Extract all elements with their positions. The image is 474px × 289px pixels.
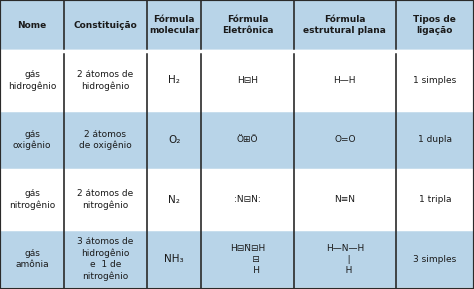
Bar (147, 110, 201, 170)
Bar (201, 110, 294, 170)
Text: gás
hidrogênio: gás hidrogênio (8, 70, 56, 91)
Text: 1 tripla: 1 tripla (419, 195, 451, 204)
Bar (294, 51, 396, 110)
Text: :N⊟N:: :N⊟N: (234, 195, 261, 204)
Bar (147, 170, 201, 229)
Text: H⊟N̈⊟H
      ⊟
      H: H⊟N̈⊟H ⊟ H (230, 244, 265, 275)
Bar (64, 0, 147, 51)
Text: Fórmula
Eletrônica: Fórmula Eletrônica (222, 15, 273, 35)
Bar (64, 51, 147, 110)
Bar (0, 0, 64, 51)
Bar (294, 229, 396, 289)
Bar (396, 170, 474, 229)
Bar (147, 0, 201, 51)
Text: 3 átomos de
hidrogênio
e  1 de
nitrogênio: 3 átomos de hidrogênio e 1 de nitrogênio (77, 237, 134, 281)
Text: O₂: O₂ (168, 135, 181, 145)
Bar (0, 170, 64, 229)
Bar (396, 229, 474, 289)
Bar (0, 229, 64, 289)
Bar (64, 110, 147, 170)
Text: 1 simples: 1 simples (413, 76, 456, 85)
Bar (294, 170, 396, 229)
Bar (0, 51, 64, 110)
Text: H₂: H₂ (168, 75, 180, 85)
Text: H—N—H
   |
   H: H—N—H | H (326, 244, 364, 275)
Text: 1 dupla: 1 dupla (418, 136, 452, 144)
Text: gás
oxigênio: gás oxigênio (13, 129, 51, 150)
Bar (147, 51, 201, 110)
Bar (64, 170, 147, 229)
Text: N≡N: N≡N (334, 195, 356, 204)
Text: O=O: O=O (334, 136, 356, 144)
Text: NH₃: NH₃ (164, 254, 184, 264)
Text: Fórmula
molecular: Fórmula molecular (149, 15, 200, 35)
Bar (201, 229, 294, 289)
Text: Ö⊞Ö: Ö⊞Ö (237, 136, 258, 144)
Text: Constituição: Constituição (73, 21, 137, 30)
Bar (294, 110, 396, 170)
Text: gás
nitrogênio: gás nitrogênio (9, 189, 55, 210)
Bar (201, 51, 294, 110)
Text: gás
amônia: gás amônia (15, 249, 49, 269)
Bar (64, 229, 147, 289)
Bar (0, 110, 64, 170)
Text: 2 átomos de
hidrogênio: 2 átomos de hidrogênio (77, 70, 134, 91)
Bar (201, 0, 294, 51)
Text: Tipos de
ligação: Tipos de ligação (413, 15, 456, 35)
Text: H⊟H: H⊟H (237, 76, 258, 85)
Text: N₂: N₂ (168, 194, 180, 205)
Bar (396, 0, 474, 51)
Text: 2 átomos
de oxigênio: 2 átomos de oxigênio (79, 129, 132, 150)
Bar (396, 51, 474, 110)
Bar (147, 229, 201, 289)
Bar (396, 110, 474, 170)
Text: Nome: Nome (18, 21, 46, 30)
Text: Fórmula
estrutural plana: Fórmula estrutural plana (303, 15, 386, 35)
Text: 2 átomos de
nitrogênio: 2 átomos de nitrogênio (77, 189, 134, 210)
Bar (201, 170, 294, 229)
Text: H—H: H—H (334, 76, 356, 85)
Text: 3 simples: 3 simples (413, 255, 456, 264)
Bar (294, 0, 396, 51)
